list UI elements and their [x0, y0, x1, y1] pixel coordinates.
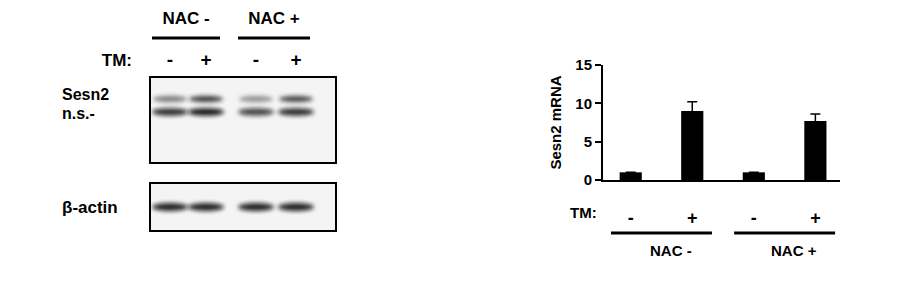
svg-text:NAC +: NAC +: [771, 242, 817, 259]
svg-text:+: +: [290, 49, 301, 70]
svg-text:15: 15: [575, 56, 592, 73]
svg-text:0: 0: [584, 171, 592, 188]
svg-text:NAC -: NAC -: [162, 9, 209, 28]
svg-text:-: -: [167, 49, 173, 70]
svg-text:β-actin: β-actin: [62, 198, 118, 217]
svg-text:NAC -: NAC -: [650, 242, 692, 259]
svg-text:-: -: [751, 208, 757, 228]
svg-text:+: +: [810, 208, 821, 228]
svg-text:TM:: TM:: [102, 51, 132, 70]
svg-text:5: 5: [584, 133, 592, 150]
svg-text:+: +: [200, 49, 211, 70]
svg-text:+: +: [687, 208, 698, 228]
svg-text:Sesn2 mRNA: Sesn2 mRNA: [547, 75, 564, 169]
svg-text:TM:: TM:: [570, 204, 597, 221]
svg-text:10: 10: [575, 95, 592, 112]
svg-text:NAC +: NAC +: [248, 9, 300, 28]
svg-text:n.s.-: n.s.-: [62, 105, 95, 122]
svg-text:-: -: [628, 208, 634, 228]
svg-text:-: -: [253, 49, 259, 70]
svg-text:Sesn2: Sesn2: [62, 86, 109, 103]
